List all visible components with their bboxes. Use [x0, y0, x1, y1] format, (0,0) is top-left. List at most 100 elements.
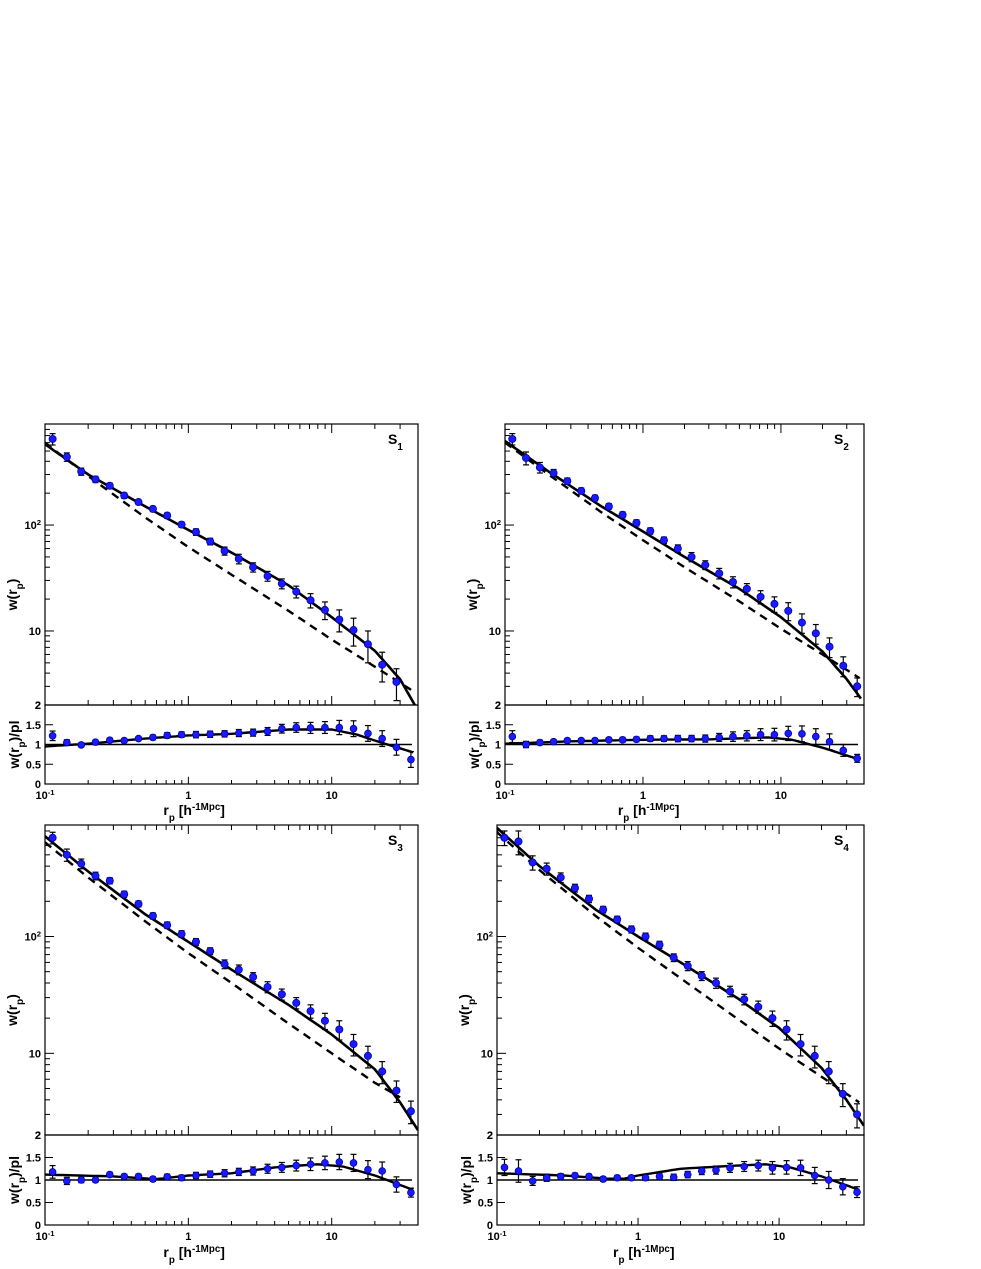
ratio-data-point: [192, 730, 200, 739]
data-point: [91, 475, 100, 484]
x-tick-label: 10-1: [495, 788, 515, 803]
x-axis-title: rp [h-1Mpc]: [163, 802, 225, 824]
ratio-data-point: [263, 1164, 272, 1173]
ratio-data-point: [105, 1170, 114, 1179]
data-point: [522, 453, 531, 462]
x-axis-title: rp [h-1Mpc]: [618, 802, 680, 824]
ratio-data-point: [605, 735, 613, 744]
x-tick-label: 10: [773, 1231, 785, 1243]
ratio-y-axis-title: w(rp)/pl: [466, 721, 488, 770]
data-point: [754, 1002, 763, 1011]
data-point: [535, 463, 544, 472]
ratio-data-point: [782, 1163, 791, 1172]
x-axis-title: rp [h-1Mpc]: [163, 1244, 225, 1266]
ratio-data-point: [206, 730, 214, 739]
ratio-y-tick-label: 0.5: [486, 759, 501, 771]
ratio-data-point: [249, 1167, 257, 1175]
ratio-data-point: [349, 1159, 358, 1167]
ratio-data-point: [120, 1172, 129, 1181]
data-point: [683, 961, 692, 970]
ratio-y-tick-label: 1: [487, 1175, 493, 1187]
ratio-data-point: [796, 1164, 805, 1172]
data-point: [627, 925, 636, 934]
data-point: [249, 973, 258, 982]
ratio-data-point: [349, 724, 358, 733]
ratio-y-tick-label: 2: [35, 700, 41, 712]
data-point: [263, 982, 272, 991]
data-point: [292, 587, 301, 596]
data-point: [148, 504, 157, 513]
x-tick-label: 1: [185, 790, 191, 802]
panel-tag: S3: [388, 832, 403, 854]
data-point: [632, 518, 641, 527]
ratio-data-point: [392, 1180, 401, 1189]
ratio-data-point: [701, 734, 710, 743]
data-point: [306, 596, 315, 605]
data-point: [728, 578, 737, 587]
ratio-data-point: [163, 731, 172, 740]
ratio-data-point: [235, 1168, 243, 1176]
x-tick-label: 10: [326, 1231, 338, 1243]
x-tick-label: 1: [635, 1231, 641, 1243]
x-tick-label: 1: [640, 790, 646, 802]
ratio-data-point: [77, 1176, 86, 1184]
ratio-data-point: [149, 733, 157, 742]
ratio-data-point: [177, 1173, 186, 1182]
data-point: [613, 915, 622, 924]
ratio-data-point: [335, 1158, 344, 1166]
x-tick-label: 10-1: [35, 788, 55, 803]
data-point: [768, 1014, 777, 1023]
y-tick-label: 10: [29, 1048, 41, 1060]
model-solid-line: [45, 835, 418, 1131]
ratio-y-tick-label: 1.5: [478, 1153, 493, 1165]
data-point: [839, 661, 848, 670]
main-plot-frame: [496, 824, 865, 1136]
data-point: [363, 640, 372, 649]
ratio-data-point: [335, 723, 344, 732]
ratio-y-tick-label: 1.5: [26, 720, 41, 732]
ratio-data-point: [715, 733, 724, 742]
ratio-data-point: [687, 734, 696, 743]
panel-tag: S2: [834, 431, 849, 453]
ratio-data-point: [674, 734, 682, 743]
ratio-data-point: [839, 746, 848, 755]
y-tick-label: 2: [35, 700, 41, 712]
ratio-data-point: [378, 734, 386, 743]
ratio-data-point: [514, 1167, 523, 1175]
x-tick-label: 10-1: [487, 1229, 507, 1244]
data-point: [48, 434, 57, 443]
y-tick-label: 2: [487, 1130, 493, 1142]
ratio-data-point: [853, 754, 861, 763]
ratio-data-point: [627, 1173, 636, 1182]
ratio-data-point: [655, 1172, 664, 1181]
ratio-y-tick-label: 0: [35, 779, 41, 791]
data-point: [782, 1025, 791, 1034]
ratio-y-tick-label: 2: [35, 1130, 41, 1142]
data-point: [105, 481, 114, 490]
ratio-data-point: [235, 729, 243, 737]
ratio-y-axis-title: w(rp)/pl: [6, 1156, 28, 1205]
ratio-y-tick-label: 0.5: [478, 1198, 493, 1210]
ratio-y-tick-label: 0: [495, 779, 501, 791]
ratio-data-point: [48, 1168, 57, 1176]
y-tick-label: 102: [484, 518, 501, 533]
model-solid-line: [45, 443, 416, 705]
ratio-data-point: [149, 1175, 157, 1183]
ratio-data-point: [812, 732, 820, 741]
data-point: [48, 833, 57, 842]
data-point: [177, 520, 186, 529]
data-point: [838, 1089, 847, 1098]
ratio-data-point: [306, 724, 315, 732]
ratio-data-point: [91, 738, 100, 746]
data-point: [549, 469, 558, 478]
ratio-data-point: [134, 1172, 143, 1181]
ratio-data-point: [599, 1175, 607, 1183]
data-point: [740, 995, 749, 1004]
ratio-y-tick-label: 1.5: [486, 720, 501, 732]
ratio-data-point: [563, 736, 572, 745]
ratio-data-point: [768, 1164, 777, 1172]
ratio-data-point: [549, 737, 558, 746]
data-point: [584, 894, 593, 903]
